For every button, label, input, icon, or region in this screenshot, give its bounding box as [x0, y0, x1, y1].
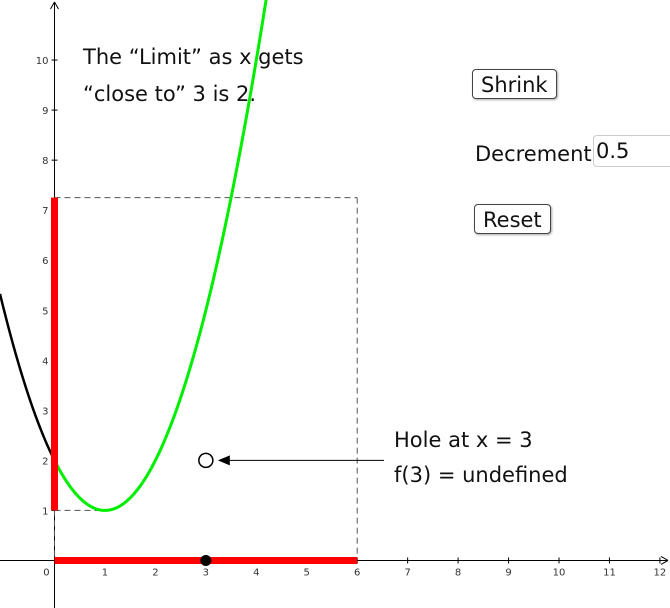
- x-tick-label: 2: [152, 567, 158, 578]
- x-tick-label: 10: [553, 567, 566, 578]
- x-axis-arrow: [660, 556, 669, 565]
- x-axis-point: [200, 554, 212, 566]
- y-tick-label: 10: [36, 56, 49, 67]
- y-tick-label: 5: [42, 306, 48, 317]
- y-tick-label: 2: [42, 456, 48, 467]
- x-tick-label: 12: [654, 567, 667, 578]
- curve-highlight-segment: [53, 0, 268, 512]
- x-tick-label: 7: [404, 567, 410, 578]
- reset-button[interactable]: Reset: [474, 204, 551, 234]
- y-tick-label: 3: [42, 406, 48, 417]
- x-tick-label: 4: [253, 567, 259, 578]
- x-tick-label: 6: [354, 567, 360, 578]
- dashed-guides: [53, 197, 358, 561]
- decrement-input[interactable]: [593, 135, 670, 167]
- x-tick-label: 1: [102, 567, 108, 578]
- x-tick-label: 3: [203, 567, 209, 578]
- y-tick-label: 7: [42, 206, 48, 217]
- function-curve: [0, 0, 268, 512]
- decrement-label: Decrement: [475, 142, 592, 166]
- highlight-intervals: [50, 197, 358, 564]
- x-tick-label: 5: [304, 567, 310, 578]
- y-tick-label: 6: [42, 256, 48, 267]
- limit-text-line2: “close to” 3 is 2.: [83, 82, 257, 106]
- x-tick-label: 11: [603, 567, 616, 578]
- y-tick-label: 8: [42, 156, 48, 167]
- limit-text-line1: The “Limit” as x gets: [83, 45, 304, 69]
- y-tick-label: 4: [42, 356, 48, 367]
- x-tick-label: 8: [455, 567, 461, 578]
- points: [198, 452, 384, 566]
- hole-text-line2: f(3) = undefined: [394, 463, 568, 487]
- x-tick-label: 9: [505, 567, 511, 578]
- y-tick-label: 9: [42, 106, 48, 117]
- x-tick-label: 0: [43, 567, 49, 578]
- shrink-button[interactable]: Shrink: [472, 69, 557, 99]
- hole-pointer-arrowhead: [217, 455, 230, 466]
- y-axis-arrow: [50, 1, 59, 10]
- y-tick-label: 1: [42, 506, 48, 517]
- curve-left-segment: [0, 293, 56, 461]
- hole-marker: [198, 452, 214, 469]
- hole-text-line1: Hole at x = 3: [394, 428, 533, 452]
